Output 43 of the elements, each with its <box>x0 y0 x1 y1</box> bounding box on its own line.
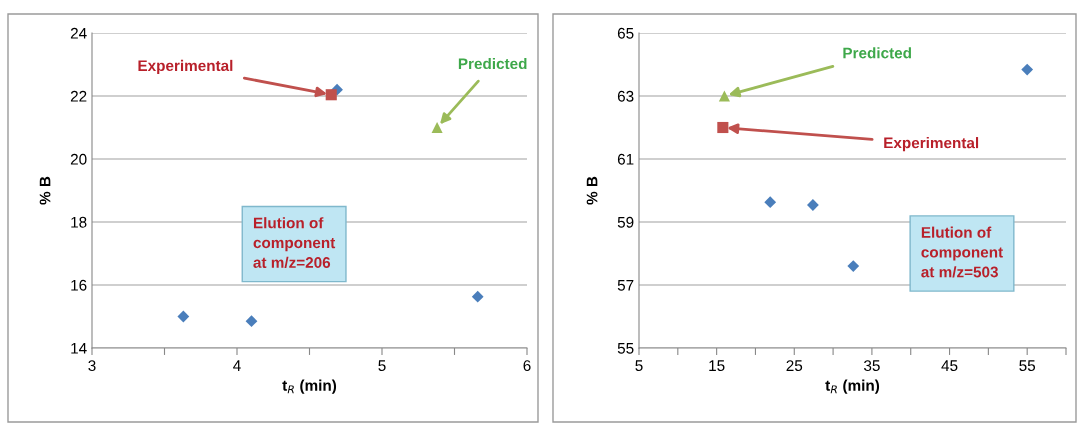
point <box>718 90 730 102</box>
x-tick-label: 25 <box>786 360 803 372</box>
x-tick-label: 15 <box>709 360 725 372</box>
y-tick-label: 65 <box>617 27 634 39</box>
y-tick-label: 18 <box>71 216 87 228</box>
annotation: Elution of component at m/z=503 <box>921 226 1003 278</box>
x-tick-label: 3 <box>88 360 96 372</box>
x-tick-label: 6 <box>523 360 531 372</box>
point <box>847 260 860 272</box>
x-axis-title: t$_{R}$ (min) <box>282 379 337 394</box>
x-tick-label: 55 <box>1019 360 1036 372</box>
y-tick-label: 22 <box>70 90 87 102</box>
point <box>245 315 258 328</box>
y-tick-label: 20 <box>70 153 87 165</box>
annotation: Experimental <box>138 59 233 75</box>
x-tick-label: 45 <box>941 360 958 372</box>
y-tick-label: 63 <box>617 90 634 102</box>
x-axis-title: t$_{R}$ (min) <box>825 379 880 394</box>
y-tick-label: 55 <box>617 343 634 354</box>
y-tick-label: 57 <box>617 280 634 291</box>
x-tick-label: 4 <box>233 360 241 371</box>
point <box>807 199 819 211</box>
point <box>325 89 337 101</box>
point <box>717 121 729 134</box>
annotation: Experimental <box>884 137 979 152</box>
y-tick-label: 24 <box>70 27 87 39</box>
annotation: Predicted <box>458 57 527 70</box>
y-tick-label: 59 <box>617 216 634 228</box>
point <box>1021 63 1034 76</box>
point <box>471 290 484 303</box>
point <box>177 310 190 323</box>
annotation: Elution of component at m/z=206 <box>253 217 336 269</box>
y-tick-label: 16 <box>71 279 87 291</box>
annotation: Predicted <box>843 47 911 59</box>
x-tick-label: 5 <box>378 360 386 372</box>
x-tick-label: 35 <box>864 360 880 372</box>
point <box>764 196 777 209</box>
y-axis-title: % B <box>586 176 598 205</box>
y-tick-label: 61 <box>617 153 634 165</box>
y-axis-title: % B <box>39 176 51 205</box>
x-tick-label: 5 <box>635 360 643 372</box>
point <box>431 121 443 134</box>
y-tick-label: 14 <box>71 343 87 354</box>
